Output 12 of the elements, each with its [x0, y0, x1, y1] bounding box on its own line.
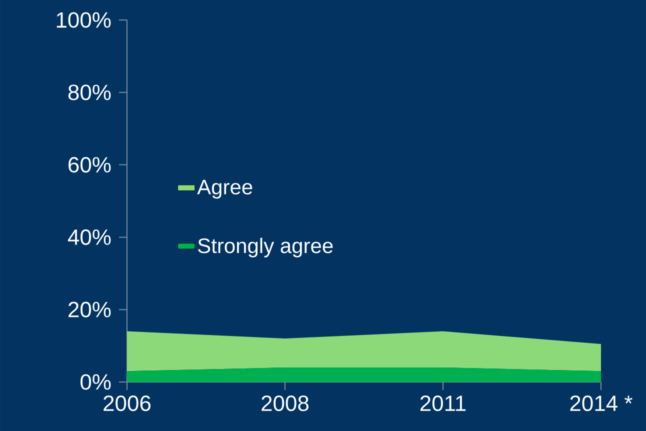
y-tick-label: 0%	[80, 374, 111, 390]
x-tick-label: 2011	[420, 396, 466, 412]
y-tick-label: 40%	[68, 229, 111, 245]
y-tick-label: 20%	[68, 302, 111, 318]
y-tick-label: 80%	[68, 84, 111, 100]
x-tick-label: 2006	[104, 396, 151, 412]
y-tick-label: 60%	[68, 156, 111, 173]
legend-label: Strongly agree	[198, 238, 333, 258]
legend-label: Agree	[197, 180, 252, 199]
y-tick-label: 100%	[56, 12, 111, 28]
x-tick-label: 2014 *	[570, 396, 632, 412]
x-tick-label: 2008	[262, 396, 308, 412]
